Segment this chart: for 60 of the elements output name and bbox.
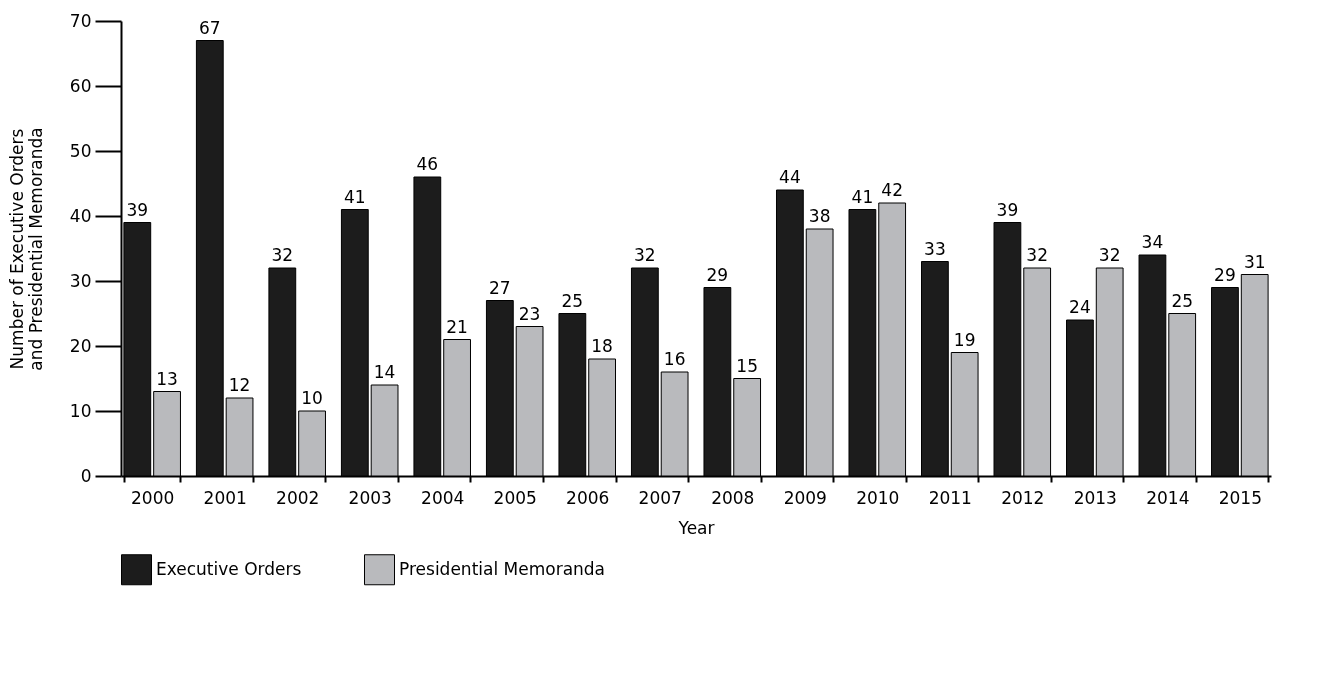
x-tick-label: 2011: [928, 487, 972, 508]
y-tick-label: 50: [69, 140, 92, 161]
data-label: 19: [953, 329, 976, 350]
legend-label: Executive Orders: [156, 558, 302, 579]
x-tick-label: 2003: [348, 487, 392, 508]
x-tick-label: 2006: [566, 487, 610, 508]
x-tick-label: 2013: [1073, 487, 1117, 508]
data-label: 12: [228, 375, 251, 395]
x-tick-label: 2007: [638, 487, 682, 508]
x-tick-label: 2005: [493, 487, 537, 508]
x-axis-title: Year: [677, 517, 715, 538]
y-tick-label: 70: [69, 10, 92, 31]
data-label: 16: [663, 349, 686, 369]
y-axis-title: Number of Executive Orders and Presidential Memoranda: [6, 127, 46, 371]
data-label: 31: [1243, 251, 1266, 272]
data-label: 10: [301, 388, 323, 408]
x-tick-label: 2000: [131, 487, 175, 508]
data-label: 25: [1171, 290, 1194, 311]
x-tick-label: 2001: [203, 487, 247, 508]
x-tick-label: 2014: [1146, 487, 1190, 508]
data-label: 46: [416, 154, 439, 174]
data-label: 15: [736, 355, 758, 376]
data-label: 34: [1141, 232, 1164, 252]
data-label: 13: [156, 368, 178, 389]
x-tick-label: 2008: [711, 487, 755, 508]
data-label: 27: [489, 277, 511, 298]
data-label: 23: [518, 303, 541, 324]
data-label: 39: [126, 199, 149, 220]
data-label: 21: [446, 316, 468, 337]
data-label: 18: [591, 336, 613, 356]
data-label: 25: [561, 290, 584, 311]
y-tick-label: 0: [80, 465, 92, 486]
y-tick-label: 10: [69, 400, 92, 421]
data-label: 41: [851, 186, 874, 207]
data-label: 32: [1026, 245, 1048, 265]
y-tick-label: 20: [69, 335, 92, 356]
data-label: 24: [1069, 297, 1091, 317]
data-label: 33: [924, 238, 946, 259]
legend-label: Presidential Memoranda: [399, 558, 606, 579]
data-label: 32: [634, 245, 656, 265]
y-tick-label: 30: [69, 270, 92, 291]
data-label: 32: [1098, 245, 1121, 265]
data-label: 42: [881, 180, 903, 200]
y-tick-label: 60: [69, 75, 92, 96]
x-tick-label: 2012: [1001, 487, 1045, 508]
data-label: 38: [808, 206, 831, 226]
x-tick-label: 2015: [1218, 487, 1262, 508]
data-label: 44: [779, 167, 801, 187]
data-label: 14: [373, 362, 396, 382]
x-tick-label: 2004: [421, 487, 465, 508]
x-tick-label: 2009: [783, 487, 827, 508]
data-label: 67: [198, 17, 221, 38]
data-label: 41: [344, 186, 366, 207]
data-label: 29: [706, 264, 729, 285]
data-label: 29: [1214, 264, 1236, 285]
data-label: 32: [271, 245, 294, 265]
x-tick-label: 2002: [276, 487, 320, 508]
x-tick-label: 2010: [856, 487, 900, 508]
y-tick-label: 40: [69, 205, 92, 226]
data-label: 39: [996, 199, 1019, 220]
